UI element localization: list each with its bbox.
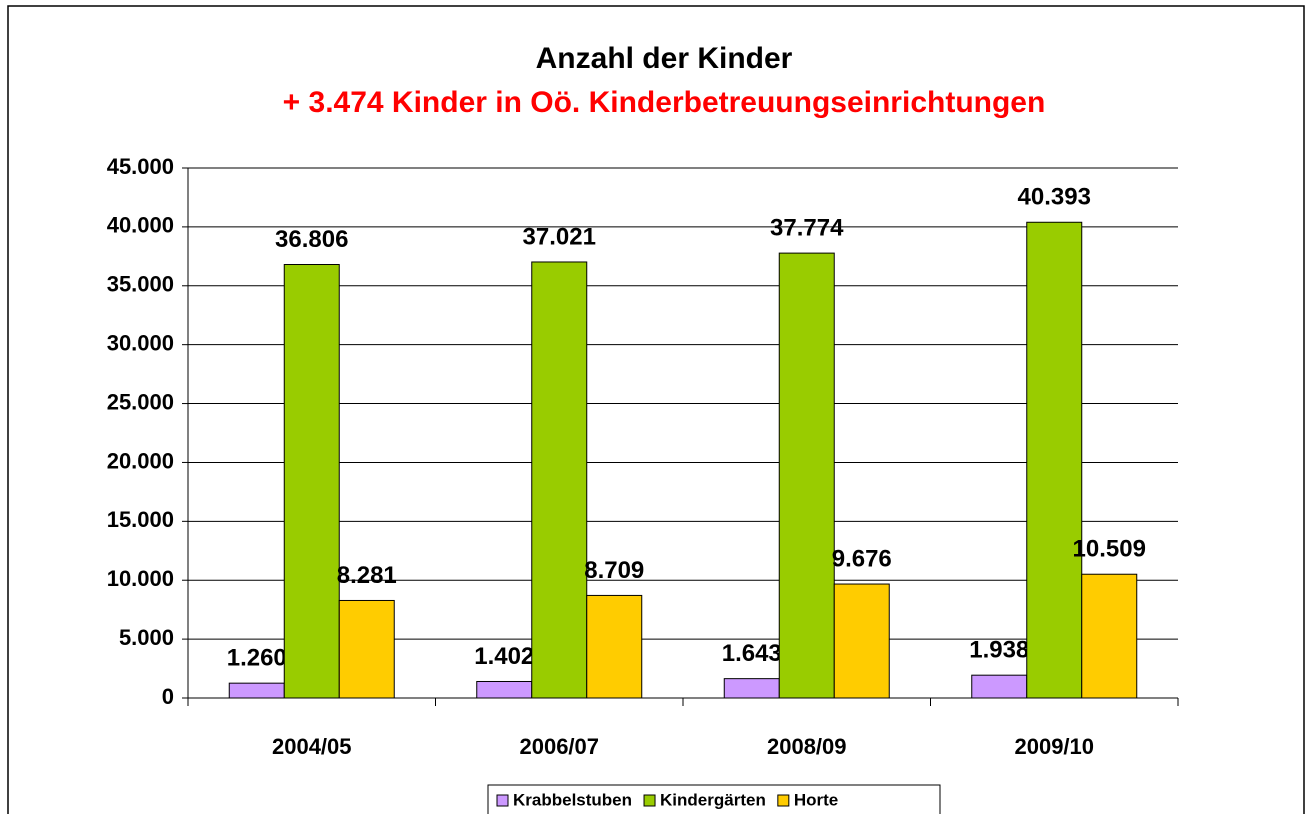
chart-subtitle: + 3.474 Kinder in Oö. Kinderbetreuungsei… xyxy=(283,86,1046,119)
value-label: 37.021 xyxy=(523,223,596,250)
y-tick-label: 0 xyxy=(162,684,174,709)
bar xyxy=(228,682,285,699)
y-tick-label: 10.000 xyxy=(107,566,174,591)
legend-label: Kindergärten xyxy=(660,790,766,809)
value-label: 40.393 xyxy=(1018,184,1091,211)
value-label: 9.676 xyxy=(832,545,892,572)
bar xyxy=(338,599,395,699)
bar xyxy=(971,674,1028,699)
legend-swatch xyxy=(777,794,790,807)
y-tick-label: 40.000 xyxy=(107,213,174,238)
value-label: 37.774 xyxy=(770,214,844,241)
bar xyxy=(476,680,533,699)
x-tick-label: 2009/10 xyxy=(1014,734,1094,759)
value-label: 1.643 xyxy=(722,640,782,667)
y-tick-label: 25.000 xyxy=(107,389,174,414)
chart-title: Anzahl der Kinder xyxy=(536,42,793,75)
y-tick-label: 30.000 xyxy=(107,330,174,355)
legend-swatch xyxy=(643,794,656,807)
bar xyxy=(723,678,780,699)
value-label: 1.260 xyxy=(227,645,287,672)
x-tick-label: 2006/07 xyxy=(519,734,599,759)
legend-label: Horte xyxy=(794,790,838,809)
bar xyxy=(531,261,588,699)
value-label: 10.509 xyxy=(1073,536,1146,563)
value-label: 1.402 xyxy=(474,643,534,670)
legend-swatch xyxy=(496,794,509,807)
bar xyxy=(833,583,890,699)
y-tick-label: 45.000 xyxy=(107,154,174,179)
value-label: 36.806 xyxy=(275,226,348,253)
legend-label: Krabbelstuben xyxy=(513,790,632,809)
x-tick-label: 2008/09 xyxy=(767,734,847,759)
bar xyxy=(1081,573,1138,699)
x-tick-label: 2004/05 xyxy=(272,734,352,759)
value-label: 8.281 xyxy=(337,562,397,589)
value-label: 1.938 xyxy=(969,637,1029,664)
y-tick-label: 35.000 xyxy=(107,272,174,297)
y-tick-label: 20.000 xyxy=(107,448,174,473)
legend-box xyxy=(487,784,941,814)
bar xyxy=(283,264,340,699)
y-tick-label: 15.000 xyxy=(107,507,174,532)
bar xyxy=(1026,221,1083,699)
y-tick-label: 5.000 xyxy=(119,625,174,650)
bar xyxy=(778,252,835,699)
value-label: 8.709 xyxy=(584,557,644,584)
bar xyxy=(586,594,643,699)
